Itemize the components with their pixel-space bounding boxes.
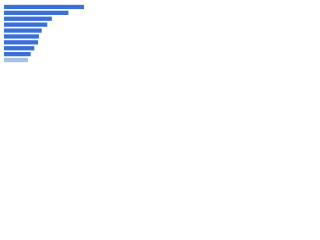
- bar: [4, 34, 39, 39]
- chart: [0, 0, 100, 71]
- bar: [4, 4, 85, 10]
- bar: [4, 46, 35, 51]
- page: (() => { const data = JSON.parse(documen…: [0, 0, 320, 71]
- bar: [4, 22, 48, 27]
- bar: [4, 52, 31, 57]
- bar: [4, 10, 69, 15]
- bar: [4, 28, 42, 33]
- bar: [4, 57, 28, 63]
- bar: [4, 40, 39, 45]
- bar: [4, 16, 52, 21]
